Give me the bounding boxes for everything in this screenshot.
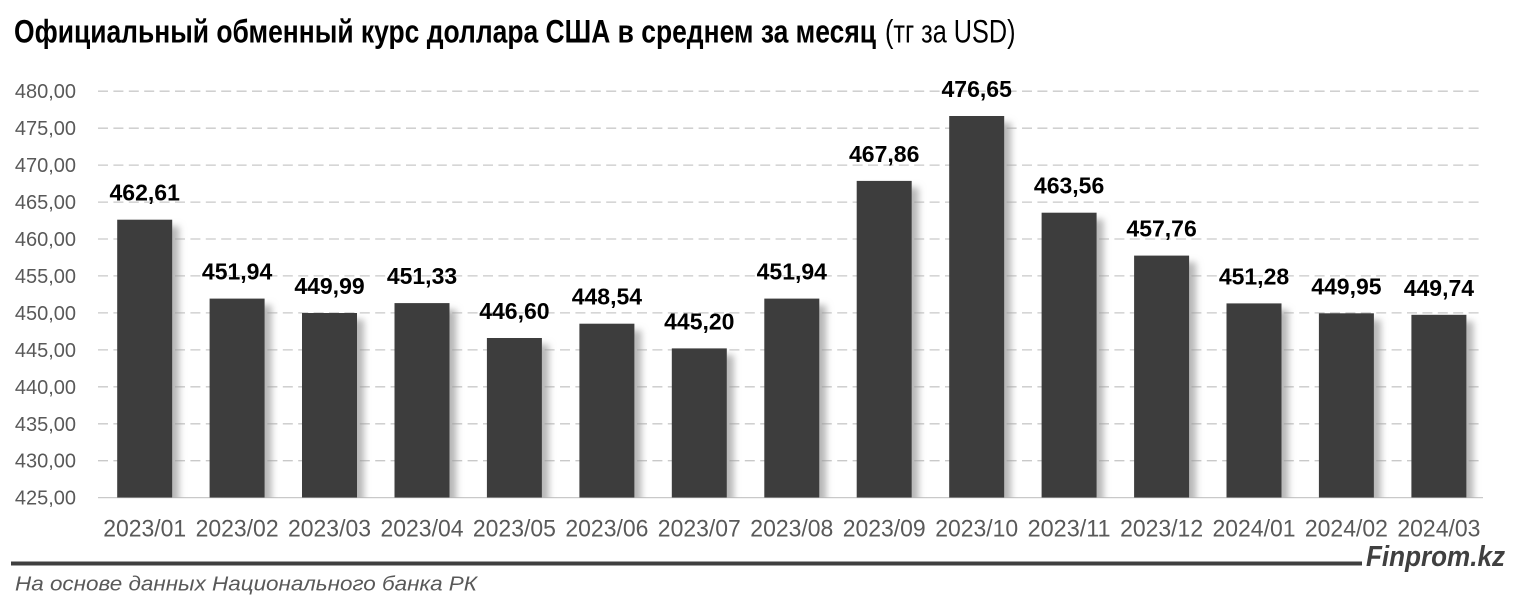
svg-text:2023/04: 2023/04 bbox=[381, 516, 464, 543]
svg-text:451,94: 451,94 bbox=[757, 259, 828, 285]
svg-text:2023/08: 2023/08 bbox=[750, 516, 833, 543]
svg-text:480,00: 480,00 bbox=[15, 81, 76, 103]
svg-text:445,00: 445,00 bbox=[15, 340, 76, 362]
svg-text:2023/02: 2023/02 bbox=[196, 516, 279, 543]
svg-text:446,60: 446,60 bbox=[479, 298, 549, 324]
svg-text:2023/03: 2023/03 bbox=[288, 516, 371, 543]
svg-text:449,95: 449,95 bbox=[1311, 273, 1382, 299]
svg-text:2023/06: 2023/06 bbox=[565, 516, 648, 543]
svg-text:2024/01: 2024/01 bbox=[1213, 516, 1296, 543]
svg-text:463,56: 463,56 bbox=[1034, 173, 1104, 199]
svg-text:2023/12: 2023/12 bbox=[1120, 516, 1203, 543]
svg-text:475,00: 475,00 bbox=[15, 118, 76, 140]
svg-text:451,28: 451,28 bbox=[1219, 263, 1290, 289]
svg-text:467,86: 467,86 bbox=[849, 141, 919, 167]
svg-text:449,99: 449,99 bbox=[294, 273, 364, 299]
svg-text:430,00: 430,00 bbox=[15, 451, 76, 473]
svg-text:(тг за USD): (тг за USD) bbox=[885, 14, 1016, 50]
svg-text:457,76: 457,76 bbox=[1126, 216, 1196, 242]
svg-text:На основе данных Национального: На основе данных Национального банка РК bbox=[15, 574, 478, 596]
svg-text:2023/10: 2023/10 bbox=[935, 516, 1018, 543]
svg-text:450,00: 450,00 bbox=[15, 303, 76, 325]
svg-text:455,00: 455,00 bbox=[15, 266, 76, 288]
svg-text:460,00: 460,00 bbox=[15, 229, 76, 251]
svg-text:Finprom.kz: Finprom.kz bbox=[1366, 541, 1505, 573]
svg-text:2023/09: 2023/09 bbox=[843, 516, 926, 543]
svg-text:448,54: 448,54 bbox=[572, 284, 643, 310]
svg-text:470,00: 470,00 bbox=[15, 155, 76, 177]
svg-text:440,00: 440,00 bbox=[15, 377, 76, 399]
svg-text:2023/05: 2023/05 bbox=[473, 516, 556, 543]
svg-text:425,00: 425,00 bbox=[15, 488, 76, 510]
svg-text:445,20: 445,20 bbox=[664, 308, 734, 334]
svg-text:2023/11: 2023/11 bbox=[1028, 516, 1111, 543]
svg-text:465,00: 465,00 bbox=[15, 192, 76, 214]
svg-text:2024/02: 2024/02 bbox=[1305, 516, 1388, 543]
svg-text:449,74: 449,74 bbox=[1404, 275, 1475, 301]
svg-text:451,94: 451,94 bbox=[202, 259, 273, 285]
svg-text:2023/01: 2023/01 bbox=[103, 516, 186, 543]
svg-text:2023/07: 2023/07 bbox=[658, 516, 741, 543]
svg-text:476,65: 476,65 bbox=[942, 76, 1013, 102]
svg-text:435,00: 435,00 bbox=[15, 414, 76, 436]
svg-text:Официальный обменный курс долл: Официальный обменный курс доллара США в … bbox=[14, 14, 876, 50]
svg-text:451,33: 451,33 bbox=[387, 263, 457, 289]
svg-text:2024/03: 2024/03 bbox=[1397, 516, 1480, 543]
svg-text:462,61: 462,61 bbox=[110, 180, 181, 206]
